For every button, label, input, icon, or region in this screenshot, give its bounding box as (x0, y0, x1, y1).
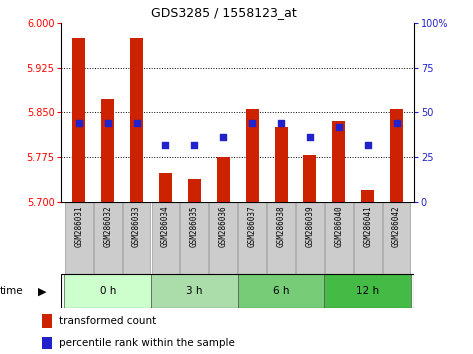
Bar (274, 127, 288, 202)
Point (306, 135, 314, 140)
Bar (332, 121, 345, 202)
Point (104, 120, 112, 126)
Bar (181, 202, 208, 274)
Text: 3 h: 3 h (186, 286, 202, 296)
Text: GSM286036: GSM286036 (219, 205, 228, 247)
Point (364, 142, 371, 147)
Bar (65, 202, 93, 274)
Point (133, 120, 140, 126)
Bar (72, 38, 85, 202)
Point (191, 142, 198, 147)
Bar (101, 99, 114, 202)
Bar (383, 202, 411, 274)
Text: GDS3285 / 1558123_at: GDS3285 / 1558123_at (150, 6, 297, 19)
Point (335, 124, 342, 130)
Text: 6 h: 6 h (273, 286, 289, 296)
Bar (123, 202, 150, 274)
Text: GSM286031: GSM286031 (74, 205, 83, 247)
Bar (303, 155, 316, 202)
Text: GSM286038: GSM286038 (277, 205, 286, 247)
Bar (237, 274, 324, 308)
Bar (324, 274, 411, 308)
Text: ▶: ▶ (38, 286, 46, 296)
Point (75, 120, 83, 126)
Text: GSM286039: GSM286039 (306, 205, 315, 247)
Bar (64, 274, 151, 308)
Bar (267, 202, 295, 274)
Bar (94, 202, 122, 274)
Bar (354, 202, 382, 274)
Bar (325, 202, 353, 274)
Point (162, 142, 169, 147)
Text: GSM286033: GSM286033 (132, 205, 141, 247)
Text: GSM286042: GSM286042 (392, 205, 401, 247)
Bar (238, 202, 266, 274)
Point (277, 120, 285, 126)
Bar (390, 109, 403, 202)
Bar (217, 157, 230, 202)
Text: time: time (0, 286, 24, 296)
Bar (151, 274, 237, 308)
Bar (361, 190, 374, 202)
Bar (210, 202, 237, 274)
Bar (42, 314, 52, 328)
Text: transformed count: transformed count (59, 316, 156, 326)
Bar (188, 179, 201, 202)
Text: GSM286037: GSM286037 (248, 205, 257, 247)
Text: GSM286032: GSM286032 (103, 205, 112, 247)
Text: percentile rank within the sample: percentile rank within the sample (59, 338, 235, 348)
Bar (42, 337, 52, 349)
Bar (152, 202, 179, 274)
Point (248, 120, 256, 126)
Text: GSM286041: GSM286041 (363, 205, 372, 247)
Text: GSM286035: GSM286035 (190, 205, 199, 247)
Text: 12 h: 12 h (356, 286, 379, 296)
Point (393, 120, 400, 126)
Bar (245, 109, 259, 202)
Text: 0 h: 0 h (99, 286, 116, 296)
Bar (159, 173, 172, 202)
Bar (296, 202, 324, 274)
Bar (130, 38, 143, 202)
Text: GSM286040: GSM286040 (334, 205, 343, 247)
Text: GSM286034: GSM286034 (161, 205, 170, 247)
Point (219, 135, 227, 140)
